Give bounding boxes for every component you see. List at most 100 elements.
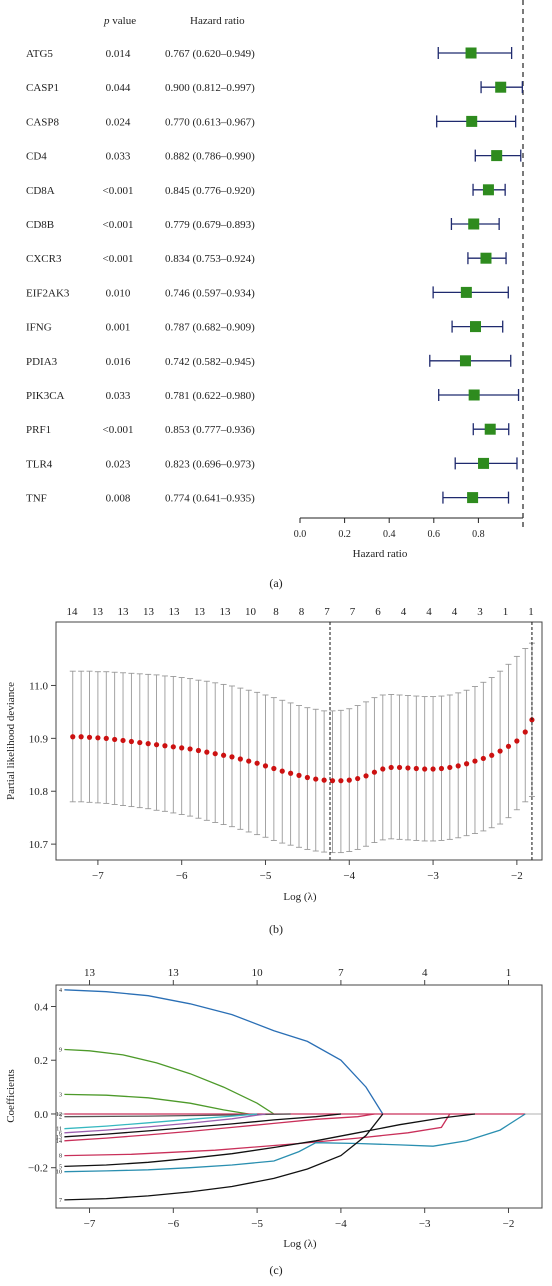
hazard-ratio-ci: 0.774 (0.641–0.935) bbox=[165, 493, 255, 505]
top-axis-label: 13 bbox=[194, 606, 206, 618]
deviance-point bbox=[430, 766, 436, 772]
top-axis-label: 13 bbox=[169, 606, 181, 618]
coef-path-line bbox=[64, 1113, 384, 1201]
hazard-ratio-point bbox=[495, 81, 507, 93]
x-tick-label: 0.2 bbox=[338, 529, 351, 540]
hazard-ratio-point bbox=[470, 321, 482, 333]
p-value: 0.008 bbox=[106, 493, 131, 505]
deviance-point bbox=[396, 764, 403, 771]
gene-label: IFNG bbox=[26, 322, 52, 334]
top-axis-label: 3 bbox=[477, 606, 483, 618]
header-pvalue: p value bbox=[103, 15, 136, 27]
forest-plot-panel: p value Hazard ratio ATG5 0.014 0.767 (0.6… bbox=[0, 0, 552, 600]
x-axis-title: Log (λ) bbox=[283, 1238, 316, 1250]
gene-label: PRF1 bbox=[26, 424, 51, 436]
x-tick-label: −2 bbox=[511, 870, 523, 882]
x-tick-label: −7 bbox=[92, 870, 104, 882]
deviance-point bbox=[229, 754, 235, 760]
x-tick-label: −4 bbox=[335, 1218, 347, 1230]
gene-label: PIK3CA bbox=[26, 390, 65, 402]
deviance-point bbox=[388, 764, 394, 771]
deviance-point bbox=[179, 745, 185, 751]
hazard-ratio-ci: 0.781 (0.622–0.980) bbox=[165, 390, 255, 402]
coef-path-label: 12 bbox=[56, 1112, 62, 1118]
cv-deviance-svg: −7 −6 −5 −4 −3 −210.710.810.911.014 13 13 13 13 13… bbox=[5, 606, 543, 903]
x-tick-label: −6 bbox=[176, 870, 188, 882]
y-tick-label: 11.0 bbox=[29, 680, 48, 692]
deviance-point bbox=[355, 775, 361, 782]
coef-path-label: 3 bbox=[59, 1092, 62, 1098]
deviance-point bbox=[86, 734, 93, 740]
top-axis-label: 6 bbox=[375, 606, 381, 618]
hazard-ratio-point bbox=[466, 115, 478, 127]
top-axis-label: 4 bbox=[401, 606, 407, 618]
top-axis-label: 10 bbox=[252, 967, 264, 979]
gene-label: CD8B bbox=[26, 219, 54, 231]
deviance-point bbox=[220, 752, 227, 758]
x-tick-label: 0.8 bbox=[472, 529, 485, 540]
top-axis-label: 7 bbox=[324, 606, 330, 618]
hazard-ratio-ci: 0.742 (0.582–0.945) bbox=[165, 356, 255, 368]
deviance-point bbox=[346, 777, 352, 783]
hazard-ratio-point bbox=[468, 389, 480, 401]
p-value: 0.014 bbox=[106, 48, 131, 60]
top-axis-label: 4 bbox=[452, 606, 458, 618]
deviance-point bbox=[455, 763, 461, 769]
hazard-ratio-ci: 0.823 (0.696–0.973) bbox=[165, 458, 255, 470]
deviance-point bbox=[380, 766, 386, 772]
deviance-point bbox=[237, 756, 243, 762]
coef-path-label: 5 bbox=[59, 1164, 62, 1170]
p-value: <0.001 bbox=[103, 424, 134, 436]
x-axis-title: Hazard ratio bbox=[353, 548, 408, 560]
top-axis-label: 13 bbox=[92, 606, 104, 618]
hazard-ratio-point bbox=[484, 423, 496, 435]
panel-label-b: (b) bbox=[269, 922, 283, 936]
deviance-point bbox=[246, 758, 252, 764]
top-axis-label: 7 bbox=[350, 606, 356, 618]
deviance-point bbox=[338, 778, 344, 784]
deviance-point bbox=[422, 766, 428, 772]
deviance-point bbox=[195, 747, 202, 754]
forest-x-axis: 0.0 0.2 0.4 0.6 0.8 Hazard ratio bbox=[294, 517, 523, 560]
panel-label-c: (c) bbox=[269, 1263, 283, 1277]
forest-marks bbox=[429, 0, 524, 528]
top-axis-label: 13 bbox=[143, 606, 155, 618]
deviance-point bbox=[112, 736, 118, 743]
deviance-point bbox=[162, 743, 168, 749]
deviance-point bbox=[329, 778, 336, 784]
deviance-point bbox=[522, 729, 528, 735]
x-tick-label: 0.0 bbox=[294, 529, 307, 540]
hazard-ratio-ci: 0.845 (0.776–0.920) bbox=[165, 185, 255, 197]
deviance-point bbox=[95, 735, 101, 741]
coef-path-label: 13 bbox=[56, 1135, 62, 1141]
deviance-point bbox=[204, 749, 210, 755]
hazard-ratio-point bbox=[482, 184, 494, 196]
gene-label: EIF2AK3 bbox=[26, 287, 70, 299]
deviance-point bbox=[405, 765, 411, 771]
deviance-point bbox=[438, 765, 445, 772]
coef-path-line bbox=[64, 989, 384, 1115]
deviance-point bbox=[254, 760, 260, 766]
deviance-point bbox=[497, 748, 503, 754]
top-axis-label: 1 bbox=[528, 606, 534, 618]
cv-plot: −7 −6 −5 −4 −3 −210.710.810.911.014 13 13 13 13 13… bbox=[5, 606, 543, 903]
deviance-point bbox=[505, 743, 512, 749]
coef-path-line bbox=[64, 1113, 375, 1142]
y-tick-label: 10.7 bbox=[29, 839, 49, 851]
hazard-ratio-point bbox=[459, 355, 471, 367]
x-tick-label: −5 bbox=[251, 1218, 263, 1230]
top-axis-label: 7 bbox=[338, 967, 344, 979]
coef-path-label: 9 bbox=[59, 1047, 62, 1053]
deviance-point bbox=[304, 774, 310, 781]
p-value: 0.024 bbox=[106, 116, 131, 128]
gene-label: TLR4 bbox=[26, 458, 53, 470]
y-tick-label: 0.4 bbox=[34, 1001, 48, 1013]
deviance-point bbox=[371, 769, 378, 775]
gene-label: CXCR3 bbox=[26, 253, 62, 265]
gene-label: TNF bbox=[26, 493, 47, 505]
x-tick-label: 0.4 bbox=[383, 529, 396, 540]
deviance-point bbox=[313, 776, 319, 782]
hazard-ratio-ci: 0.779 (0.679–0.893) bbox=[165, 219, 255, 231]
